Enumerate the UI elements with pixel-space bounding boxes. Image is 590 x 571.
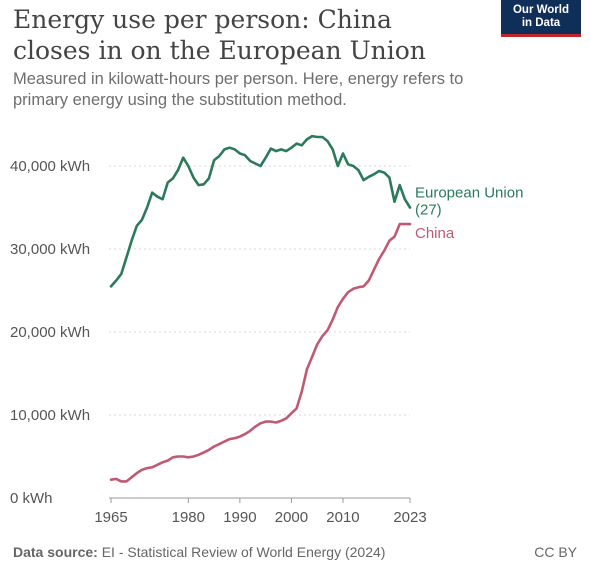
data-source-label: Data source: (13, 544, 98, 560)
x-tick-label: 2010 (326, 509, 359, 526)
chart-title-line-2: closes in on the European Union (13, 36, 426, 65)
series-label-european-union: European Union (415, 185, 523, 202)
series-label-european-union: (27) (415, 202, 442, 219)
y-tick-label: 20,000 kWh (10, 324, 90, 341)
owid-logo-line-2: in Data (521, 17, 561, 29)
y-tick-label: 0 kWh (10, 490, 53, 507)
owid-logo-line-1: Our World (512, 4, 569, 16)
chart-title-line-1: Energy use per person: China (13, 5, 392, 34)
chart-title: Energy use per person: China closes in o… (13, 4, 483, 66)
chart-subtitle: Measured in kilowatt-hours per person. H… (13, 69, 553, 111)
y-tick-label: 10,000 kWh (10, 407, 90, 424)
chart-subtitle-line-1: Measured in kilowatt-hours per person. H… (13, 70, 464, 88)
chart-footer: Data source: EI - Statistical Review of … (13, 544, 577, 560)
x-tick-label: 1980 (172, 509, 205, 526)
series-label-china: China (415, 225, 455, 242)
x-tick-label: 2000 (275, 509, 308, 526)
series-line-china (109, 222, 412, 483)
y-tick-label: 40,000 kWh (10, 158, 90, 175)
owid-logo[interactable]: Our World in Data (501, 0, 581, 37)
license-link[interactable]: CC BY (534, 544, 577, 560)
series-line-european-union (109, 134, 412, 288)
data-source-text[interactable]: EI - Statistical Review of World Energy … (97, 544, 386, 560)
x-tick-label: 1990 (223, 509, 256, 526)
x-tick-label: 2023 (393, 509, 426, 526)
y-tick-label: 30,000 kWh (10, 241, 90, 258)
x-tick-label: 1965 (94, 509, 127, 526)
chart-subtitle-line-2: primary energy using the substitution me… (13, 91, 347, 109)
